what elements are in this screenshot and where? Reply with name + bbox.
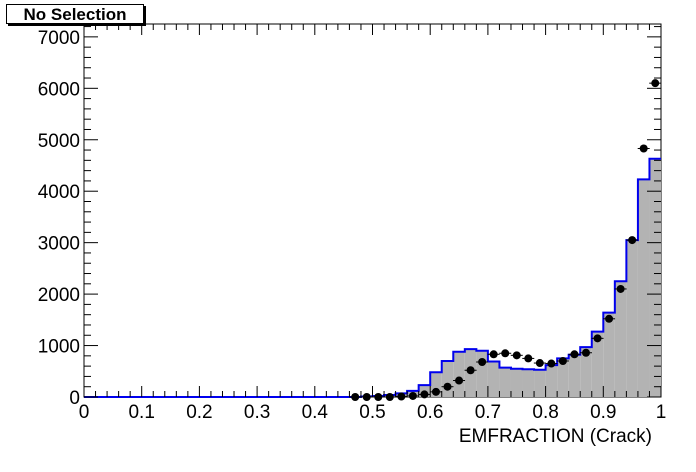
data-point: [374, 393, 383, 401]
x-tick-label: 0.8: [532, 402, 558, 423]
histogram-bar: [453, 351, 465, 397]
histogram-bar: [510, 368, 523, 397]
histogram-bar: [534, 369, 546, 397]
histogram-bar: [499, 367, 511, 397]
histogram-bar: [545, 365, 558, 397]
y-tick-label: 7000: [38, 28, 80, 49]
histogram-layer: [84, 157, 661, 398]
y-tick-label: 2000: [38, 285, 80, 306]
histogram-bar: [441, 360, 454, 397]
data-point: [512, 351, 521, 360]
histogram-bar: [487, 361, 500, 397]
title-box: No Selection: [6, 4, 144, 24]
data-point: [466, 366, 475, 375]
histogram-bar: [649, 158, 661, 397]
y-tick-label: 4000: [38, 182, 80, 203]
histogram-bar: [591, 331, 604, 397]
x-tick-label: 0: [79, 402, 90, 423]
data-point: [478, 358, 487, 367]
y-tick-label: 1000: [38, 337, 80, 358]
chart-title: No Selection: [23, 5, 127, 24]
histogram-bar: [430, 372, 442, 397]
data-point: [501, 349, 510, 358]
x-tick-label: 1: [656, 402, 667, 423]
data-point: [628, 236, 637, 245]
data-point: [547, 359, 556, 368]
data-points-layer: [349, 79, 662, 401]
x-axis-title: EMFRACTION (Crack): [459, 426, 652, 447]
histogram-bar: [637, 179, 650, 397]
data-point: [535, 359, 544, 368]
histogram-bar: [626, 240, 638, 397]
data-point: [524, 354, 533, 363]
data-point: [385, 393, 394, 401]
histogram-bar: [614, 281, 627, 397]
histogram-bar: [522, 369, 535, 397]
x-tick-label: 0.3: [244, 402, 270, 423]
data-point: [420, 390, 429, 399]
data-point: [489, 350, 498, 359]
histogram-bar: [568, 354, 581, 397]
x-tick-label: 0.6: [417, 402, 443, 423]
axes-layer: 0 1000 2000 3000 4000 5000 6000 7000 0 0.1 0.2 0.3 0…: [38, 24, 667, 423]
plot-frame: [83, 23, 662, 398]
data-point: [639, 144, 648, 153]
y-tick-label: 0: [69, 388, 80, 409]
data-point: [570, 350, 579, 359]
histogram-bar: [603, 312, 615, 397]
data-point: [455, 376, 464, 385]
data-point: [616, 284, 625, 293]
x-tick-label: 0.1: [128, 402, 154, 423]
data-point: [408, 391, 417, 400]
data-point: [593, 334, 602, 343]
y-tick-label: 6000: [38, 79, 80, 100]
y-tick-label: 5000: [38, 131, 80, 152]
data-point: [558, 356, 567, 365]
data-point: [397, 392, 406, 401]
histogram-bar: [557, 358, 569, 397]
x-tick-label: 0.2: [186, 402, 212, 423]
histogram-outline: [84, 157, 661, 398]
data-point: [362, 393, 371, 401]
data-point: [431, 387, 440, 396]
x-tick-label: 0.7: [475, 402, 501, 423]
data-point: [351, 393, 360, 401]
data-point: [651, 79, 660, 88]
x-tick-label: 0.5: [359, 402, 385, 423]
y-tick-label: 3000: [38, 234, 80, 255]
data-point: [581, 348, 590, 357]
histogram-bar: [476, 350, 488, 397]
x-tick-label: 0.4: [302, 402, 329, 423]
histogram-bar: [580, 347, 592, 397]
data-point: [605, 314, 614, 323]
data-point: [443, 382, 452, 391]
x-tick-label: 0.9: [590, 402, 616, 423]
